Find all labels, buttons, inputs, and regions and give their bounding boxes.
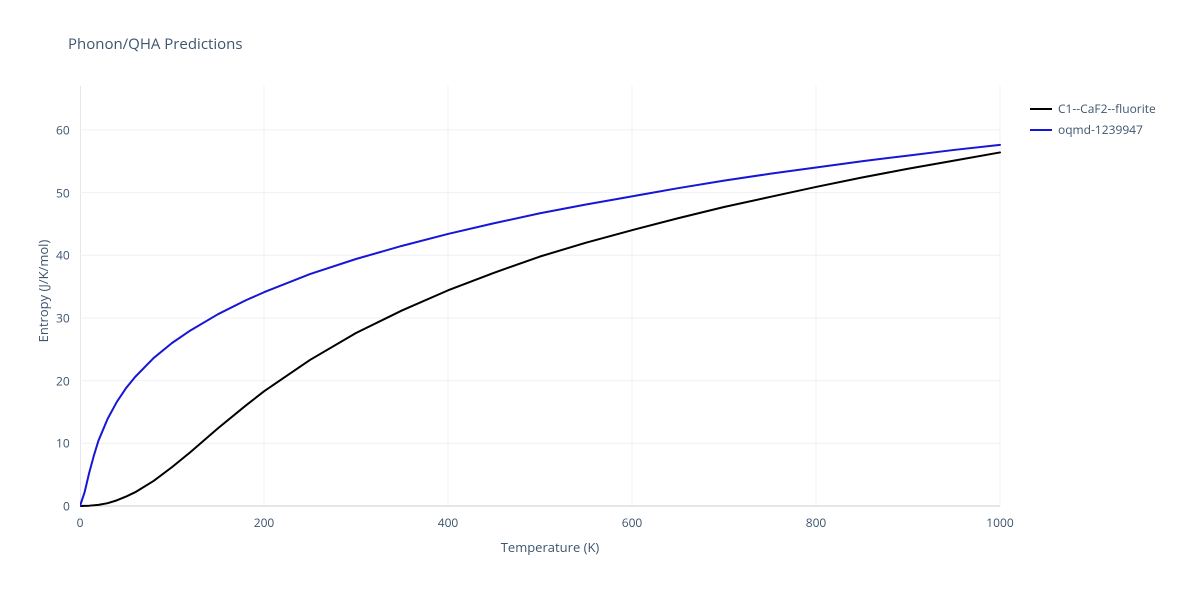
x-axis-label: Temperature (K) <box>490 538 610 556</box>
chart-title: Phonon/QHA Predictions <box>68 34 243 54</box>
x-tick-label: 1000 <box>986 514 1013 531</box>
y-tick-label: 60 <box>56 121 70 138</box>
y-tick-label: 40 <box>56 247 70 264</box>
legend-swatch <box>1030 108 1052 110</box>
series-line[interactable] <box>80 145 1000 506</box>
x-tick-label: 400 <box>438 514 459 531</box>
line-chart[interactable] <box>80 86 1002 508</box>
x-tick-label: 200 <box>254 514 275 531</box>
x-tick-label: 0 <box>77 514 84 531</box>
legend[interactable]: C1--CaF2--fluorite oqmd-1239947 <box>1030 100 1156 142</box>
legend-label: oqmd-1239947 <box>1058 121 1143 138</box>
y-tick-label: 10 <box>56 435 70 452</box>
x-tick-label: 800 <box>806 514 827 531</box>
series-line[interactable] <box>80 152 1000 506</box>
y-tick-label: 30 <box>56 309 70 326</box>
legend-item[interactable]: oqmd-1239947 <box>1030 121 1156 138</box>
y-tick-label: 50 <box>56 184 70 201</box>
chart-container: Phonon/QHA Predictions Temperature (K) E… <box>0 0 1200 600</box>
y-tick-label: 0 <box>63 498 70 515</box>
legend-label: C1--CaF2--fluorite <box>1058 100 1156 117</box>
y-tick-label: 20 <box>56 372 70 389</box>
y-axis-label: Entropy (J/K/mol) <box>34 231 52 351</box>
legend-swatch <box>1030 129 1052 131</box>
legend-item[interactable]: C1--CaF2--fluorite <box>1030 100 1156 117</box>
x-tick-label: 600 <box>622 514 643 531</box>
